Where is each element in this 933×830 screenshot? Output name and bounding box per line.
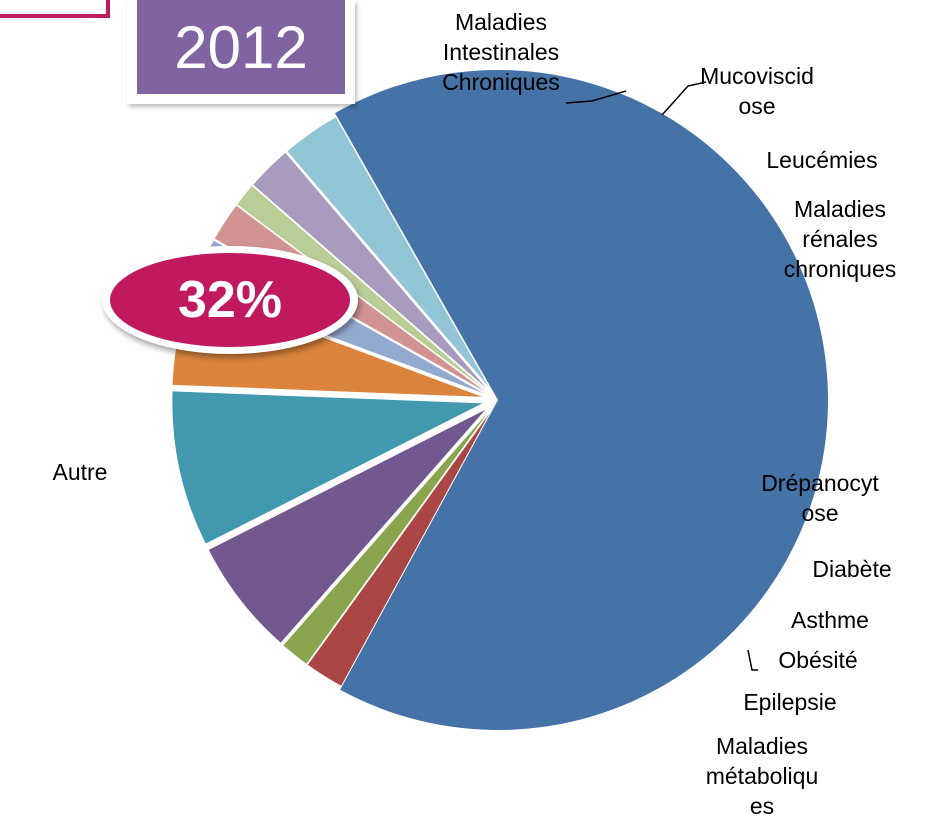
slice-label-5: Drépanocyt ose — [761, 470, 879, 526]
slice-label-2: Mucoviscid ose — [700, 63, 814, 119]
slice-label-3: Leucémies — [766, 147, 877, 173]
pie-slice-9 — [253, 152, 487, 389]
year-label: 2012 — [137, 0, 345, 94]
slice-label-8: Obésité — [778, 647, 857, 673]
slice-label-6: Diabète — [812, 556, 891, 582]
pie-slice-3 — [208, 409, 486, 643]
pie-slice-8 — [237, 186, 486, 390]
slice-label-9: Epilepsie — [743, 689, 836, 715]
slice-label-0: Autre — [53, 459, 108, 485]
leader-line-2 — [661, 81, 707, 116]
slice-label-7: Asthme — [791, 607, 869, 633]
corner-accent-box — [0, 0, 110, 18]
leader-line-1 — [565, 90, 627, 104]
pie-slice-4 — [172, 391, 483, 544]
leader-line-8 — [747, 649, 758, 671]
pie-slice-1 — [307, 413, 490, 686]
pie-slice-10 — [287, 117, 489, 387]
pie-slice-2 — [283, 412, 489, 664]
pie-slice-0 — [334, 69, 828, 730]
percent-badge: 32% — [110, 253, 350, 347]
slice-label-1: Maladies Intestinales Chroniques — [442, 9, 560, 95]
slice-label-10: Maladies métaboliqu es — [706, 733, 819, 819]
slice-label-4: Maladies rénales chroniques — [784, 196, 897, 282]
